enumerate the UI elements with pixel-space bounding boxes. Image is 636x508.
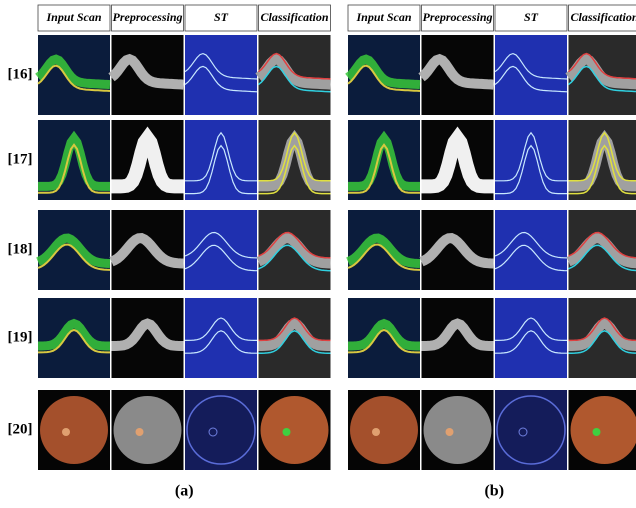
panel-caption: (b) <box>484 483 504 500</box>
column-header: Input Scan <box>45 10 101 24</box>
image-cell <box>348 298 420 378</box>
row-label: [18] <box>8 241 33 257</box>
image-bg <box>185 210 257 290</box>
image-cell <box>495 120 567 200</box>
image-cell <box>185 120 257 200</box>
row-label: [16] <box>8 66 33 82</box>
image-cell <box>495 298 567 378</box>
fundus <box>350 396 418 464</box>
image-cell <box>259 35 331 115</box>
image-cell <box>569 298 636 378</box>
image-cell <box>38 120 110 200</box>
image-bg <box>495 35 567 115</box>
image-bg <box>495 390 567 470</box>
image-cell <box>495 210 567 290</box>
image-cell <box>569 390 636 470</box>
image-bg <box>112 298 184 378</box>
image-bg <box>185 35 257 115</box>
image-bg <box>185 390 257 470</box>
image-cell <box>112 390 184 470</box>
image-bg <box>495 298 567 378</box>
optic-disc <box>372 428 380 436</box>
image-cell <box>422 120 494 200</box>
column-header: Classification <box>260 10 328 24</box>
panel-caption: (a) <box>175 483 194 500</box>
image-cell <box>569 120 636 200</box>
image-cell <box>38 298 110 378</box>
figure: Input Scan Preprocessing ST Classification (… <box>0 0 636 508</box>
image-cell <box>569 35 636 115</box>
image-bg <box>422 298 494 378</box>
image-cell <box>112 210 184 290</box>
image-bg <box>569 298 636 378</box>
image-cell <box>38 390 110 470</box>
optic-disc <box>283 428 291 436</box>
image-cell <box>495 390 567 470</box>
image-cell <box>348 35 420 115</box>
fundus <box>571 396 636 464</box>
row-label: [17] <box>8 151 33 167</box>
fundus <box>261 396 329 464</box>
image-cell <box>422 390 494 470</box>
optic-disc <box>593 428 601 436</box>
column-header: Preprocessing <box>423 10 493 24</box>
optic-disc <box>136 428 144 436</box>
row-label: [19] <box>8 329 33 345</box>
image-bg <box>38 298 110 378</box>
row-label: [20] <box>8 421 33 437</box>
image-cell <box>185 35 257 115</box>
column-header: ST <box>214 10 229 24</box>
image-cell <box>112 298 184 378</box>
image-cell <box>569 210 636 290</box>
image-cell <box>259 298 331 378</box>
image-cell <box>348 210 420 290</box>
fundus <box>424 396 492 464</box>
image-cell <box>259 120 331 200</box>
optic-disc <box>446 428 454 436</box>
image-cell <box>185 210 257 290</box>
image-cell <box>348 120 420 200</box>
image-cell <box>259 210 331 290</box>
image-bg <box>259 298 331 378</box>
optic-disc <box>62 428 70 436</box>
column-header: Classification <box>570 10 636 24</box>
image-bg <box>185 298 257 378</box>
fundus <box>114 396 182 464</box>
fundus <box>40 396 108 464</box>
image-cell <box>112 35 184 115</box>
image-cell <box>185 390 257 470</box>
image-cell <box>112 120 184 200</box>
image-cell <box>348 390 420 470</box>
image-cell <box>495 35 567 115</box>
column-header: Preprocessing <box>113 10 183 24</box>
image-cell <box>422 35 494 115</box>
image-bg <box>348 298 420 378</box>
image-bg <box>495 210 567 290</box>
image-cell <box>185 298 257 378</box>
image-cell <box>422 298 494 378</box>
image-cell <box>422 210 494 290</box>
image-cell <box>38 210 110 290</box>
column-header: Input Scan <box>355 10 411 24</box>
image-cell <box>38 35 110 115</box>
column-header: ST <box>524 10 539 24</box>
image-cell <box>259 390 331 470</box>
